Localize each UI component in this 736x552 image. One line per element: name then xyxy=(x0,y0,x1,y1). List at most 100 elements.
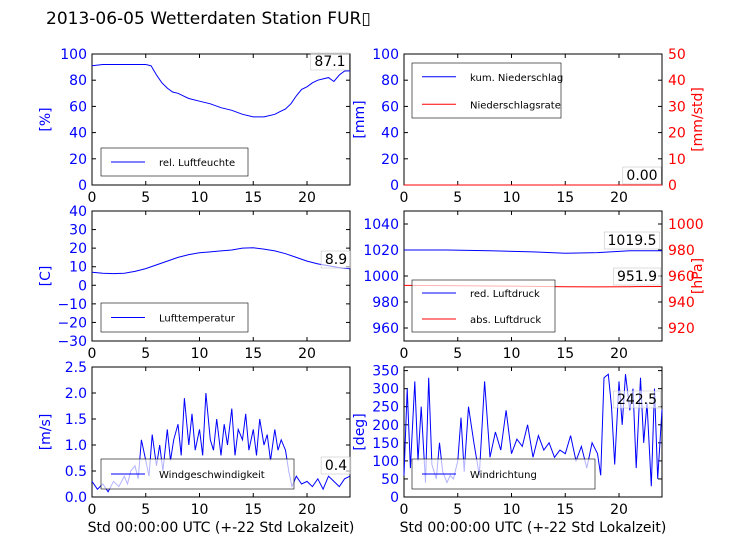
value-annotation: 8.9 xyxy=(325,252,347,268)
x-tick-label: 10 xyxy=(191,190,209,206)
x-tick-label: 5 xyxy=(141,502,150,518)
y-axis-label: [m/s] xyxy=(38,414,54,451)
x-tick-label: 15 xyxy=(556,502,574,518)
y2-tick-label: 980 xyxy=(668,243,695,259)
y-tick-label: 40 xyxy=(69,126,87,142)
value-annotation: 0.4 xyxy=(325,458,347,474)
legend-label: kum. Niederschlag xyxy=(470,73,563,84)
value-annotation-box xyxy=(603,231,661,250)
series-line xyxy=(91,64,351,118)
x-tick-label: 15 xyxy=(244,346,262,362)
y2-tick-label: 10 xyxy=(668,152,686,168)
y-tick-label: 0 xyxy=(78,278,87,294)
y2-tick-label: 20 xyxy=(668,126,686,142)
series-line xyxy=(91,247,351,275)
y2-tick-label: 940 xyxy=(668,295,695,311)
value-annotation-box xyxy=(622,166,662,185)
x-tick-label: 0 xyxy=(400,190,409,206)
legend-box xyxy=(100,458,295,490)
x-tick-label: 5 xyxy=(141,346,150,362)
y-tick-label: 20 xyxy=(381,152,399,168)
y-tick-label: 30 xyxy=(69,223,87,239)
value-annotation-box xyxy=(613,390,661,409)
series-line xyxy=(404,249,662,254)
y-tick-label: 1000 xyxy=(363,269,399,285)
x-tick-label: 5 xyxy=(453,502,462,518)
x-tick-label: 10 xyxy=(503,190,521,206)
x-tick-label: 10 xyxy=(503,502,521,518)
legend-label: abs. Luftdruck xyxy=(470,315,541,326)
value-annotation: 0.00 xyxy=(626,168,657,184)
x-tick-label: 0 xyxy=(88,346,97,362)
x-tick-label: 5 xyxy=(141,190,150,206)
value-annotation: 951.9 xyxy=(617,269,657,285)
y-tick-label: 250 xyxy=(372,400,399,416)
x-tick-label: 0 xyxy=(400,346,409,362)
y2-axis-label: [hPa] xyxy=(690,258,706,294)
x-tick-label: 20 xyxy=(298,502,316,518)
value-annotation: 87.1 xyxy=(314,54,345,70)
y-tick-label: 0 xyxy=(390,178,399,194)
value-annotation-box xyxy=(320,456,352,475)
y-tick-label: 80 xyxy=(381,73,399,89)
y-tick-label: 100 xyxy=(372,454,399,470)
figure-title: 2013-06-05 Wetterdaten Station FUR▯ xyxy=(46,9,371,29)
y-tick-label: 200 xyxy=(372,418,399,434)
y-tick-label: 150 xyxy=(372,436,399,452)
legend-label: Windrichtung xyxy=(470,470,537,481)
y-tick-label: 300 xyxy=(372,382,399,398)
y-tick-label: 50 xyxy=(381,472,399,488)
value-annotation-box xyxy=(320,250,352,269)
y2-tick-label: 50 xyxy=(668,47,686,63)
y-tick-label: 350 xyxy=(372,364,399,380)
legend-label: red. Luftdruck xyxy=(470,289,540,300)
x-tick-label: 0 xyxy=(88,190,97,206)
x-tick-label: 20 xyxy=(610,502,628,518)
y-tick-label: 1020 xyxy=(363,243,399,259)
y-tick-label: 1.5 xyxy=(65,412,87,428)
value-annotation-box xyxy=(310,52,350,71)
legend-box xyxy=(411,62,562,119)
y-tick-label: 100 xyxy=(60,47,87,63)
x-tick-label: 20 xyxy=(298,346,316,362)
x-tick-label: 20 xyxy=(298,190,316,206)
x-tick-label: 15 xyxy=(244,502,262,518)
x-tick-label: 0 xyxy=(88,502,97,518)
x-tick-label: 10 xyxy=(191,346,209,362)
y-tick-label: 40 xyxy=(69,204,87,220)
y-tick-label: 0.5 xyxy=(65,464,87,480)
y-tick-label: 2.0 xyxy=(65,386,87,402)
series-line xyxy=(403,373,663,487)
y2-tick-label: 30 xyxy=(668,99,686,115)
x-tick-label: 15 xyxy=(556,346,574,362)
x-axis-label: Std 00:00:00 UTC (+-22 Std Lokalzeit) xyxy=(88,520,355,536)
legend-label: rel. Luftfeuchte xyxy=(159,158,235,169)
legend-label: Windgeschwindigkeit xyxy=(159,470,265,481)
y-tick-label: −20 xyxy=(57,315,87,331)
y-tick-label: 40 xyxy=(381,126,399,142)
x-tick-label: 10 xyxy=(503,346,521,362)
y-tick-label: 2.5 xyxy=(65,360,87,376)
y-tick-label: −10 xyxy=(57,297,87,313)
y-tick-label: −30 xyxy=(57,334,87,350)
y2-tick-label: 1000 xyxy=(668,217,704,233)
y-tick-label: 20 xyxy=(69,152,87,168)
y-tick-label: 980 xyxy=(372,295,399,311)
x-axis-label: Std 00:00:00 UTC (+-22 Std Lokalzeit) xyxy=(400,520,667,536)
y2-axis-label: [mm/std] xyxy=(690,87,706,152)
x-tick-label: 15 xyxy=(556,190,574,206)
y-tick-label: 80 xyxy=(69,73,87,89)
y-tick-label: 960 xyxy=(372,321,399,337)
x-tick-label: 0 xyxy=(400,502,409,518)
x-tick-label: 5 xyxy=(453,190,462,206)
x-tick-label: 20 xyxy=(610,190,628,206)
y-axis-label: [mm] xyxy=(352,100,368,138)
y-tick-label: 1.0 xyxy=(65,438,87,454)
y2-tick-label: 0 xyxy=(668,178,677,194)
value-annotation: 1019.5 xyxy=(608,233,657,249)
x-tick-label: 5 xyxy=(453,346,462,362)
value-annotation: 242.5 xyxy=(617,392,657,408)
y-tick-label: 20 xyxy=(69,241,87,257)
legend-box xyxy=(411,279,556,333)
